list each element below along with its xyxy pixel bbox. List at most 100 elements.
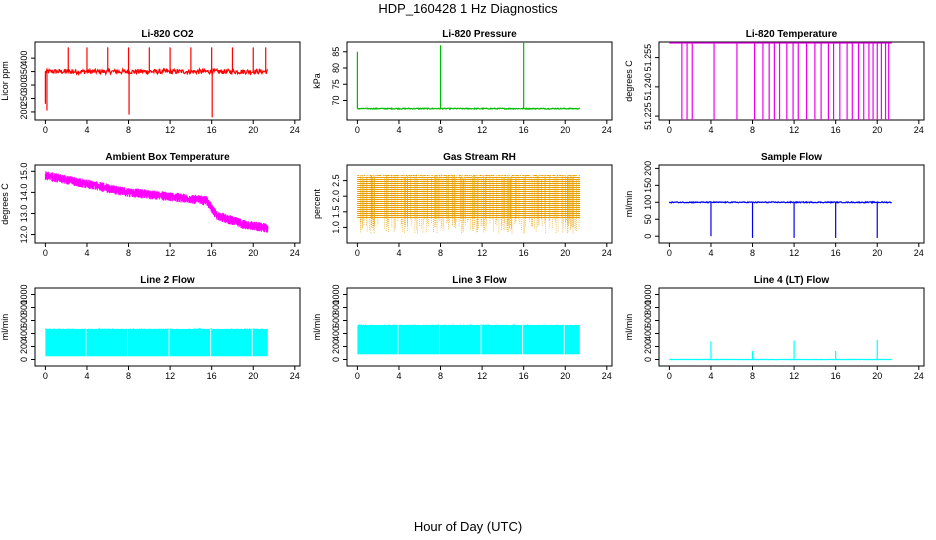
x-tick-label: 24 [290,125,300,135]
x-tick-label: 12 [165,248,175,258]
y-axis-label: kPa [312,73,322,89]
x-tick-label: 16 [519,125,529,135]
y-tick-label: 1000 [643,284,653,304]
x-tick-label: 12 [789,125,799,135]
x-tick-label: 4 [708,248,713,258]
x-tick-label: 0 [43,248,48,258]
x-tick-label: 8 [750,248,755,258]
series-line [356,107,580,111]
x-tick-label: 20 [248,248,258,258]
x-tick-label: 16 [207,371,217,381]
series-band [357,325,580,355]
y-axis-label: degrees C [624,60,634,102]
y-tick-label: 51.240 [643,73,653,101]
x-tick-label: 12 [789,371,799,381]
x-tick-label: 24 [290,248,300,258]
figure-xlabel: Hour of Day (UTC) [414,519,522,534]
x-tick-label: 20 [872,371,882,381]
x-tick-label: 0 [355,125,360,135]
series-noise [357,174,581,234]
y-tick-label: 2.0 [331,190,341,203]
plot-frame [658,164,925,244]
x-tick-label: 16 [519,248,529,258]
y-tick-label: 0 [331,357,341,362]
panel-6: Sample Flow ml/min 0 4 8 12 16 20 24 0 50 100 150 200 [624,152,925,258]
x-tick-label: 8 [438,125,443,135]
y-tick-label: 100 [643,195,653,210]
series-line [668,200,892,204]
x-tick-label: 24 [602,125,612,135]
y-axis-label: degrees C [0,183,10,225]
y-tick-label: 0 [19,357,29,362]
y-tick-label: 1000 [19,284,29,304]
x-tick-label: 12 [477,371,487,381]
x-tick-label: 20 [560,371,570,381]
y-tick-label: 70 [331,95,341,105]
x-tick-label: 24 [602,371,612,381]
panel-title: Sample Flow [761,152,822,163]
y-tick-label: 1.0 [331,221,341,234]
series-edge [357,323,580,329]
x-tick-label: 12 [165,125,175,135]
x-tick-label: 0 [43,125,48,135]
x-tick-label: 24 [914,125,924,135]
y-tick-label: 800 [19,300,29,315]
series-edge [44,327,268,333]
x-tick-label: 8 [126,248,131,258]
series-band [45,328,268,357]
y-tick-label: 400 [643,326,653,341]
y-tick-label: 400 [331,326,341,341]
y-tick-label: 350 [19,64,29,79]
plot-frame [34,41,301,121]
series-line [44,171,269,233]
x-tick-label: 20 [560,125,570,135]
panel-title: Line 4 (LT) Flow [754,275,830,286]
y-tick-label: 200 [643,161,653,176]
y-tick-label: 250 [19,91,29,106]
y-tick-label: 0 [643,357,653,362]
panel-title: Line 2 Flow [140,275,195,286]
x-tick-label: 24 [914,371,924,381]
x-tick-label: 20 [248,371,258,381]
panel-8: Line 3 Flow ml/min 0 4 8 12 16 20 24 0 20040060080… [312,275,613,381]
y-tick-label: 400 [19,326,29,341]
panel-2: Li-820 Pressure kPa 0 4 8 12 16 20 24 70 75 80 85 [312,29,613,135]
x-tick-label: 8 [750,371,755,381]
x-tick-label: 4 [396,371,401,381]
x-tick-label: 20 [872,125,882,135]
panel-7: Line 2 Flow ml/min 0 4 8 12 16 20 24 0 20040060080… [0,275,301,381]
x-tick-label: 0 [43,371,48,381]
x-tick-label: 20 [248,125,258,135]
y-axis-label: percent [312,188,322,219]
panel-5: Gas Stream RH percent 0 4 8 12 16 20 24 1.0 1.5 2.0… [312,152,613,258]
plot-frame [346,41,613,121]
x-tick-label: 8 [750,125,755,135]
panel-1: Li-820 CO2 Licor ppm 0 4 8 12 16 20 24 2002503003… [0,29,301,135]
x-tick-label: 4 [708,371,713,381]
x-tick-label: 16 [207,248,217,258]
data-layer [357,174,581,234]
panel-title: Line 3 Flow [452,275,507,286]
x-tick-label: 12 [789,248,799,258]
x-tick-label: 16 [831,125,841,135]
x-tick-label: 4 [84,125,89,135]
plot-frame [34,287,301,367]
panel-title: Gas Stream RH [443,152,516,163]
y-tick-label: 14.0 [19,184,29,202]
x-tick-label: 0 [667,248,672,258]
data-layer [669,340,892,361]
data-layer [44,171,269,233]
panel-4: Ambient Box Temperature degrees C 0 4 8 12 16 2… [0,152,301,258]
y-tick-label: 13.0 [19,205,29,223]
x-tick-label: 4 [84,371,89,381]
plot-frame [658,287,925,367]
y-tick-label: 80 [331,63,341,73]
y-axis-label: ml/min [312,314,322,341]
y-tick-label: 200 [331,339,341,354]
x-tick-label: 0 [355,371,360,381]
data-layer [668,200,892,238]
y-tick-label: 15.0 [19,163,29,181]
y-tick-label: 600 [643,313,653,328]
